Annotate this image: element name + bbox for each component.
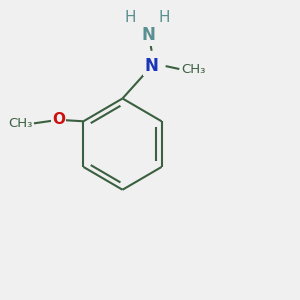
Text: O: O [52,112,65,127]
Text: N: N [142,26,156,44]
Text: H: H [124,10,136,25]
Text: CH₃: CH₃ [181,62,205,76]
Text: H: H [159,10,170,25]
Text: CH₃: CH₃ [8,117,32,130]
Text: N: N [145,57,159,75]
